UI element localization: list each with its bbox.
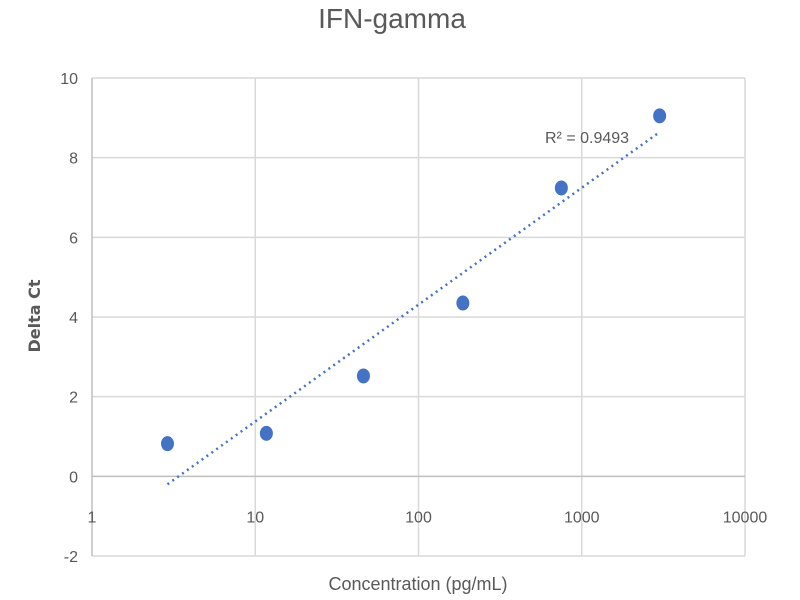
grid-lines xyxy=(92,77,746,557)
x-tick-label: 100 xyxy=(405,509,432,526)
data-point xyxy=(160,436,174,452)
data-point xyxy=(554,180,568,196)
data-point xyxy=(456,295,470,311)
y-axis-label: Delta Ct xyxy=(25,279,44,352)
x-tick-label: 1000 xyxy=(564,509,600,526)
x-axis-label: Concentration (pg/mL) xyxy=(328,574,507,594)
trendline xyxy=(166,132,658,486)
x-tick-label: 1 xyxy=(88,509,97,526)
tick-labels: -2 0 2 4 6 8 10 1 10 100 1000 10000 xyxy=(60,71,767,566)
x-tick-label: 10000 xyxy=(723,509,768,526)
y-tick-label: 4 xyxy=(69,310,78,327)
y-tick-label: 6 xyxy=(69,230,78,247)
axes xyxy=(91,78,745,556)
y-tick-label: 10 xyxy=(60,71,78,88)
data-point xyxy=(356,368,370,384)
y-tick-label: -2 xyxy=(64,549,78,566)
y-tick-label: 2 xyxy=(69,390,78,407)
data-point xyxy=(259,425,273,441)
data-point xyxy=(653,108,667,124)
r-squared-label: R² = 0.9493 xyxy=(545,130,629,147)
trendline-line xyxy=(166,132,658,486)
chart-title: IFN-gamma xyxy=(318,3,466,34)
y-tick-label: 8 xyxy=(69,151,78,168)
x-tick-label: 10 xyxy=(246,509,264,526)
data-points xyxy=(160,108,667,452)
y-tick-label: 0 xyxy=(69,469,78,486)
